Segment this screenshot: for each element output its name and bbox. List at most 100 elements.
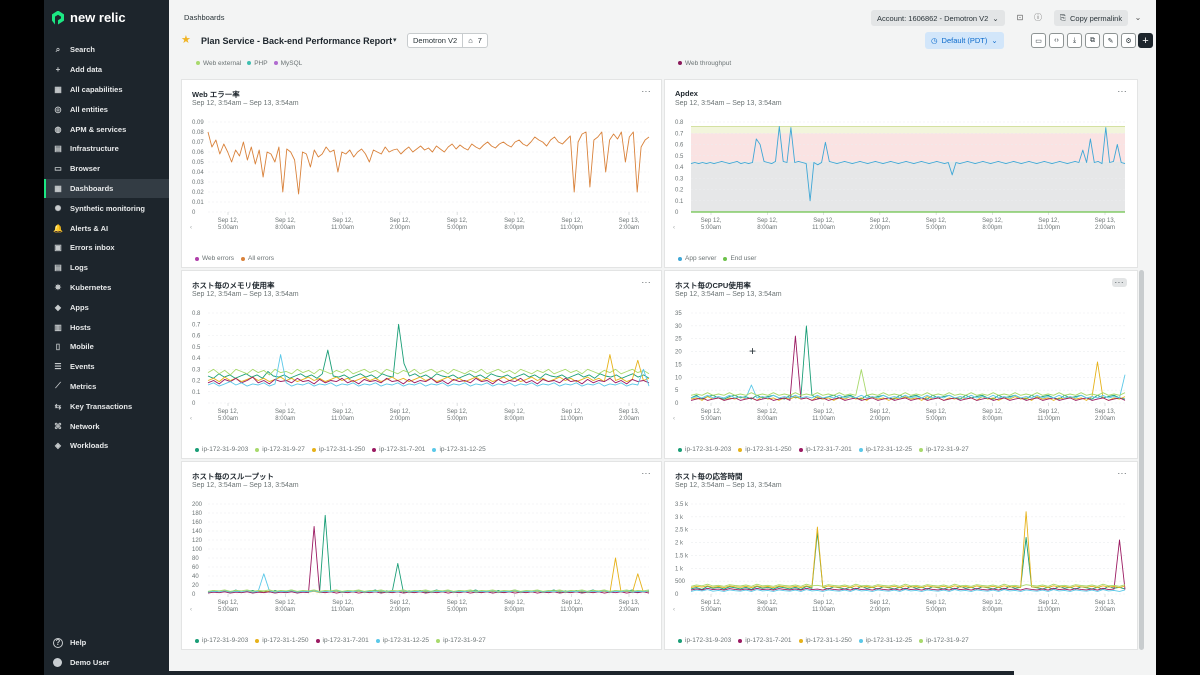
sidebar-item-logs[interactable]: ▤ Logs [44, 258, 169, 278]
time-picker[interactable]: ◷ Default (PDT) ⌄ [925, 32, 1004, 49]
series-line-ip-172-31-7-201[interactable] [690, 335, 1126, 401]
legend-item[interactable]: PHP [247, 60, 268, 67]
series-line-app-server[interactable] [690, 126, 1126, 202]
legend-item[interactable]: ip-172-31-12-25 [375, 637, 429, 644]
chevron-down-icon[interactable]: ⌄ [1134, 12, 1142, 22]
sidebar-item-browser[interactable]: ▭ Browser [44, 159, 169, 179]
sidebar-item-search[interactable]: ⌕ Search [44, 40, 169, 60]
sidebar-item-workloads[interactable]: ◈ Workloads [44, 436, 169, 456]
legend-item[interactable]: ip-172-31-9-203 [195, 637, 248, 644]
series-line-ip-172-31-9-27[interactable] [690, 583, 1126, 587]
add-widget-button[interactable]: + [1138, 33, 1153, 48]
series-line-ip-172-31-9-27[interactable] [207, 589, 650, 592]
series-line-ip-172-31-9-27[interactable] [207, 368, 650, 376]
more-options-icon[interactable]: ··· [1111, 278, 1127, 287]
sidebar-item-add-data[interactable]: + Add data [44, 60, 169, 80]
legend-item[interactable]: All errors [241, 255, 274, 262]
more-options-icon[interactable]: ··· [641, 469, 651, 478]
legend-item[interactable]: ip-172-31-9-27 [255, 446, 305, 453]
legend-item[interactable]: ip-172-31-7-201 [798, 446, 852, 453]
terminal-icon[interactable]: ⊡ [1016, 12, 1024, 22]
sidebar-item-all-capabilities[interactable]: ▦ All capabilities [44, 80, 169, 100]
panel-title[interactable]: Apdex [675, 89, 698, 98]
sidebar-item-synthetic-monitoring[interactable]: ✺ Synthetic monitoring [44, 198, 169, 218]
chevron-down-icon[interactable]: ▾ [393, 37, 397, 44]
legend-item[interactable]: ip-172-31-7-201 [315, 637, 369, 644]
series-line-ip-172-31-12-25[interactable] [207, 354, 650, 387]
legend-item[interactable]: App server [678, 255, 716, 262]
sidebar-item-network[interactable]: ⌘ Network [44, 416, 169, 436]
sidebar-item-apps[interactable]: ◆ Apps [44, 297, 169, 317]
legend-item[interactable]: ip-172-31-1-250 [738, 446, 792, 453]
edit-icon[interactable]: ✎ [1103, 33, 1118, 48]
sidebar-item-events[interactable]: ☰ Events [44, 357, 169, 377]
sidebar-item-key-transactions[interactable]: ⇆ Key Transactions [44, 396, 169, 416]
sidebar-item-hosts[interactable]: ▥ Hosts [44, 317, 169, 337]
series-line-ip-172-31-9-203[interactable] [690, 531, 1126, 590]
panel-title[interactable]: ホスト毎のCPU使用率 [675, 281, 751, 290]
page-title[interactable]: Plan Service - Back-end Performance Repo… [201, 36, 393, 46]
chart-web-errors[interactable]: 0.09 0.08 0.07 0.06 0.05 0.04 0.03 0.02 0.01 0 Sep… [182, 116, 655, 240]
series-line-ip-172-31-1-250[interactable] [690, 511, 1126, 589]
settings-gear-icon[interactable]: ⚙ [1121, 33, 1136, 48]
sidebar-item-help[interactable]: ? Help [44, 633, 169, 653]
series-line-ip-172-31-7-201[interactable] [207, 526, 650, 594]
new-relic-logo[interactable]: new relic [52, 10, 126, 25]
legend-item[interactable]: End user [723, 255, 756, 262]
legend-item[interactable]: ip-172-31-9-203 [195, 446, 248, 453]
account-selector[interactable]: Account: 1606862 - Demotron V2 ⌄ [871, 10, 1005, 26]
panel-title[interactable]: ホスト毎の応答時間 [675, 472, 743, 481]
series-line-ip-172-31-9-203[interactable] [207, 514, 650, 593]
copy-permalink-button[interactable]: ⎘ Copy permalink [1054, 10, 1129, 26]
series-line-ip-172-31-1-250[interactable] [207, 354, 650, 383]
breadcrumb[interactable]: Dashboards [184, 13, 225, 22]
sidebar-item-alerts-ai[interactable]: 🔔 Alerts & AI [44, 218, 169, 238]
code-icon[interactable]: ‹› [1049, 33, 1064, 48]
sidebar-item-kubernetes[interactable]: ✵ Kubernetes [44, 278, 169, 298]
favorite-star-icon[interactable]: ★ [181, 34, 191, 46]
series-line-ip-172-31-1-250[interactable] [207, 557, 650, 594]
help-circle-icon[interactable]: ⓘ [1034, 12, 1042, 22]
panel-title[interactable]: ホスト毎のメモリ使用率 [192, 281, 275, 290]
series-line-ip-172-31-12-25[interactable] [207, 573, 650, 593]
legend-item[interactable]: ip-172-31-12-25 [858, 446, 912, 453]
legend-item[interactable]: ip-172-31-1-250 [798, 637, 852, 644]
legend-item[interactable]: ip-172-31-1-250 [311, 446, 365, 453]
panel-title[interactable]: ホスト毎のスループット [192, 472, 275, 481]
series-line-ip-172-31-9-203[interactable] [690, 325, 1126, 400]
legend-item[interactable]: Web external [196, 60, 241, 67]
sidebar-item-apm-services[interactable]: ◍ APM & services [44, 119, 169, 139]
legend-item[interactable]: ip-172-31-9-203 [678, 637, 731, 644]
series-line-ip-172-31-12-25[interactable] [690, 374, 1126, 399]
series-line-ip-172-31-9-203[interactable] [207, 323, 650, 379]
more-options-icon[interactable]: ··· [1117, 469, 1127, 478]
legend-item[interactable]: ip-172-31-9-27 [919, 637, 969, 644]
more-options-icon[interactable]: ··· [641, 87, 651, 96]
sidebar-item-metrics[interactable]: ⟋ Metrics [44, 377, 169, 397]
legend-item[interactable]: ip-172-31-7-201 [372, 446, 425, 453]
legend-item[interactable]: ip-172-31-9-203 [678, 446, 731, 453]
sidebar-item-mobile[interactable]: ▯ Mobile [44, 337, 169, 357]
legend-item[interactable]: Web errors [195, 255, 234, 262]
legend-item[interactable]: ip-172-31-12-25 [858, 637, 912, 644]
download-icon[interactable]: ⤓ [1067, 33, 1082, 48]
series-line-ip-172-31-7-201[interactable] [690, 539, 1126, 591]
sidebar-item-errors-inbox[interactable]: ▣ Errors inbox [44, 238, 169, 258]
series-line-ip-172-31-12-25[interactable] [690, 589, 1126, 592]
legend-item[interactable]: ip-172-31-9-27 [436, 637, 486, 644]
sidebar-item-dashboards[interactable]: ▦ Dashboards [44, 178, 169, 199]
series-line-all-errors[interactable] [207, 131, 650, 195]
panel-title[interactable]: Web エラー率 [192, 90, 240, 99]
more-options-icon[interactable]: ··· [1117, 87, 1127, 96]
sidebar-item-all-entities[interactable]: ◎ All entities [44, 99, 169, 119]
legend-item[interactable]: ip-172-31-1-250 [255, 637, 309, 644]
legend-item[interactable]: ip-172-31-9-27 [919, 446, 969, 453]
more-options-icon[interactable]: ··· [641, 278, 651, 287]
tv-mode-icon[interactable]: ▭ [1031, 33, 1046, 48]
legend-item[interactable]: Web throughput [678, 60, 731, 67]
